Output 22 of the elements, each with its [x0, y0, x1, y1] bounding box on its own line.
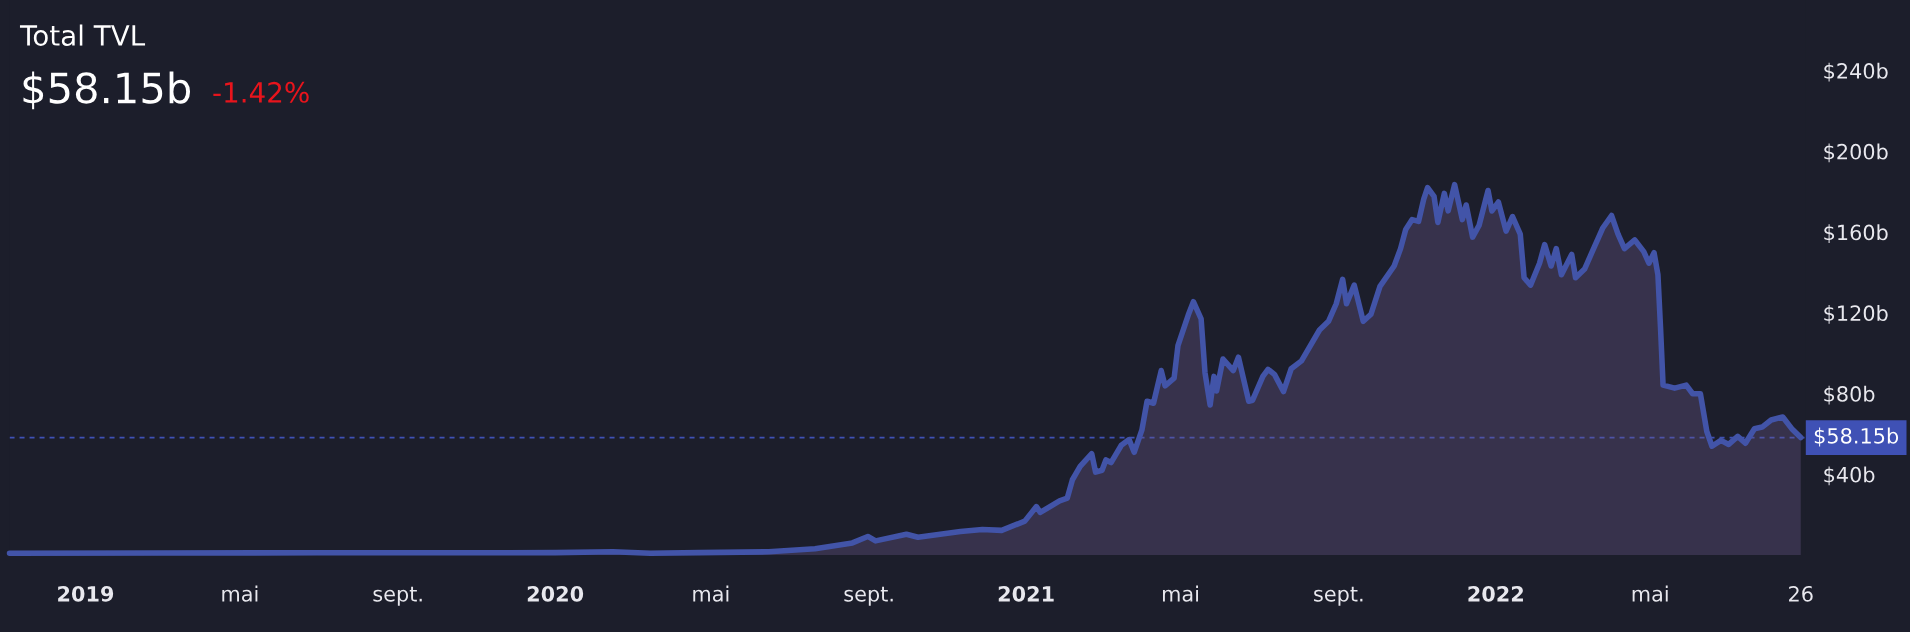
annotation: -1.42%: [213, 81, 309, 103]
x-tick-label: mai: [1162, 585, 1198, 602]
y-tick-label: $160b: [1824, 224, 1888, 244]
y-tick-label: $40b: [1824, 466, 1875, 486]
y-tick-label: $80b: [1824, 385, 1875, 405]
x-tick-label: mai: [1632, 585, 1668, 602]
x-tick-label: 2019: [58, 585, 114, 602]
x-tick-label: 2022: [1468, 585, 1523, 602]
y-tick-label: $240b: [1824, 62, 1888, 82]
x-tick-label: 2020: [527, 585, 584, 602]
text: $58.15b: [23, 71, 191, 110]
y-tick-label: $200b: [1824, 143, 1888, 163]
x-tick-label: mai: [693, 585, 729, 602]
y-tick-label: $120b: [1824, 304, 1888, 324]
x-tick-label: sept.: [844, 586, 893, 606]
x-tick-label: 2021: [998, 585, 1054, 602]
ref-line-label: $58.15b: [1814, 427, 1899, 447]
x-tick-label: 26: [1789, 585, 1813, 602]
x-tick-label: sept.: [1314, 586, 1363, 606]
text: Total TVL: [19, 24, 146, 46]
x-tick-label: sept.: [373, 586, 422, 606]
x-tick-label: mai: [222, 585, 258, 602]
